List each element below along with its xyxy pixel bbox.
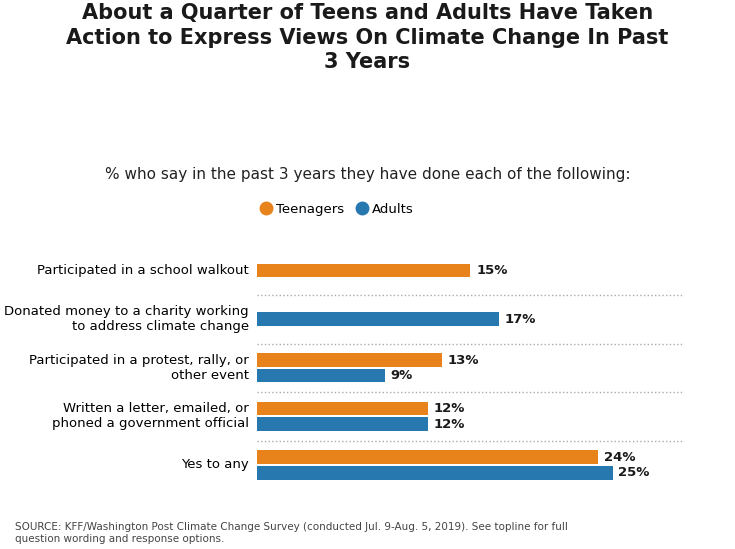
Text: 12%: 12%: [434, 402, 465, 415]
Text: 17%: 17%: [504, 313, 536, 326]
Bar: [257, 369, 385, 383]
Text: 9%: 9%: [391, 369, 413, 382]
Text: 24%: 24%: [604, 451, 636, 464]
Bar: [257, 312, 499, 326]
Bar: [257, 402, 428, 416]
Bar: [257, 466, 612, 479]
Bar: [257, 450, 598, 464]
Text: 15%: 15%: [476, 264, 507, 277]
Text: % who say in the past 3 years they have done each of the following:: % who say in the past 3 years they have …: [105, 167, 630, 182]
Bar: [257, 417, 428, 431]
Text: 12%: 12%: [434, 418, 465, 430]
Bar: [257, 264, 470, 277]
Text: 25%: 25%: [618, 466, 650, 479]
Legend: Teenagers, Adults: Teenagers, Adults: [264, 203, 413, 216]
Bar: [257, 353, 442, 367]
Text: About a Quarter of Teens and Adults Have Taken
Action to Express Views On Climat: About a Quarter of Teens and Adults Have…: [66, 3, 669, 72]
Text: SOURCE: KFF/Washington Post Climate Change Survey (conducted Jul. 9-Aug. 5, 2019: SOURCE: KFF/Washington Post Climate Chan…: [15, 522, 567, 544]
Text: 13%: 13%: [448, 354, 479, 367]
